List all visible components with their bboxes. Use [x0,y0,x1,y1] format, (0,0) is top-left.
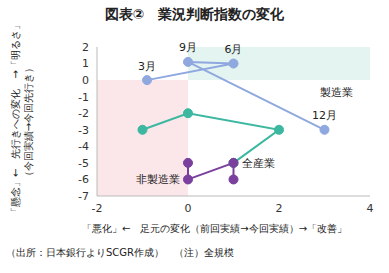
svg-text:2: 2 [82,41,89,54]
svg-text:-2: -2 [92,202,103,215]
svg-text:非製造業: 非製造業 [136,173,180,186]
svg-text:4: 4 [367,202,374,215]
svg-text:0: 0 [185,202,192,215]
svg-text:-1: -1 [78,91,89,104]
svg-text:製造業: 製造業 [320,86,353,99]
svg-text:1: 1 [82,57,89,70]
html-text:（今回実績→今回先行き）: （今回実績→今回先行き） [23,62,34,182]
html-text:（出所：日本銀行よりSCGR作成） （注）全規模: （出所：日本銀行よりSCGR作成） （注）全規模 [6,247,234,258]
svg-text:-7: -7 [78,190,89,203]
svg-text:9月: 9月 [179,41,197,54]
svg-text:全産業: 全産業 [242,157,275,170]
svg-text:2: 2 [276,202,283,215]
svg-text:6月: 6月 [225,43,243,56]
svg-text:-5: -5 [78,157,89,170]
html-text:図表② 業況判断指数の変化: 図表② 業況判断指数の変化 [104,6,285,22]
svg-text:3月: 3月 [138,60,156,73]
svg-text:-3: -3 [78,124,89,137]
svg-text:-6: -6 [78,173,89,186]
html-text:「懸念」← 先行きへの変化 →「明るさ」: 「懸念」← 先行きへの変化 →「明るさ」 [10,20,21,217]
html-text:「悪化」← 足元の変化（前回実績→今回実績）→「改善」: 「悪化」← 足元の変化（前回実績→今回実績）→「改善」 [81,223,348,234]
svg-text:12月: 12月 [312,109,337,122]
svg-text:0: 0 [82,74,89,87]
svg-text:-2: -2 [78,107,89,120]
svg-text:-4: -4 [78,140,89,153]
